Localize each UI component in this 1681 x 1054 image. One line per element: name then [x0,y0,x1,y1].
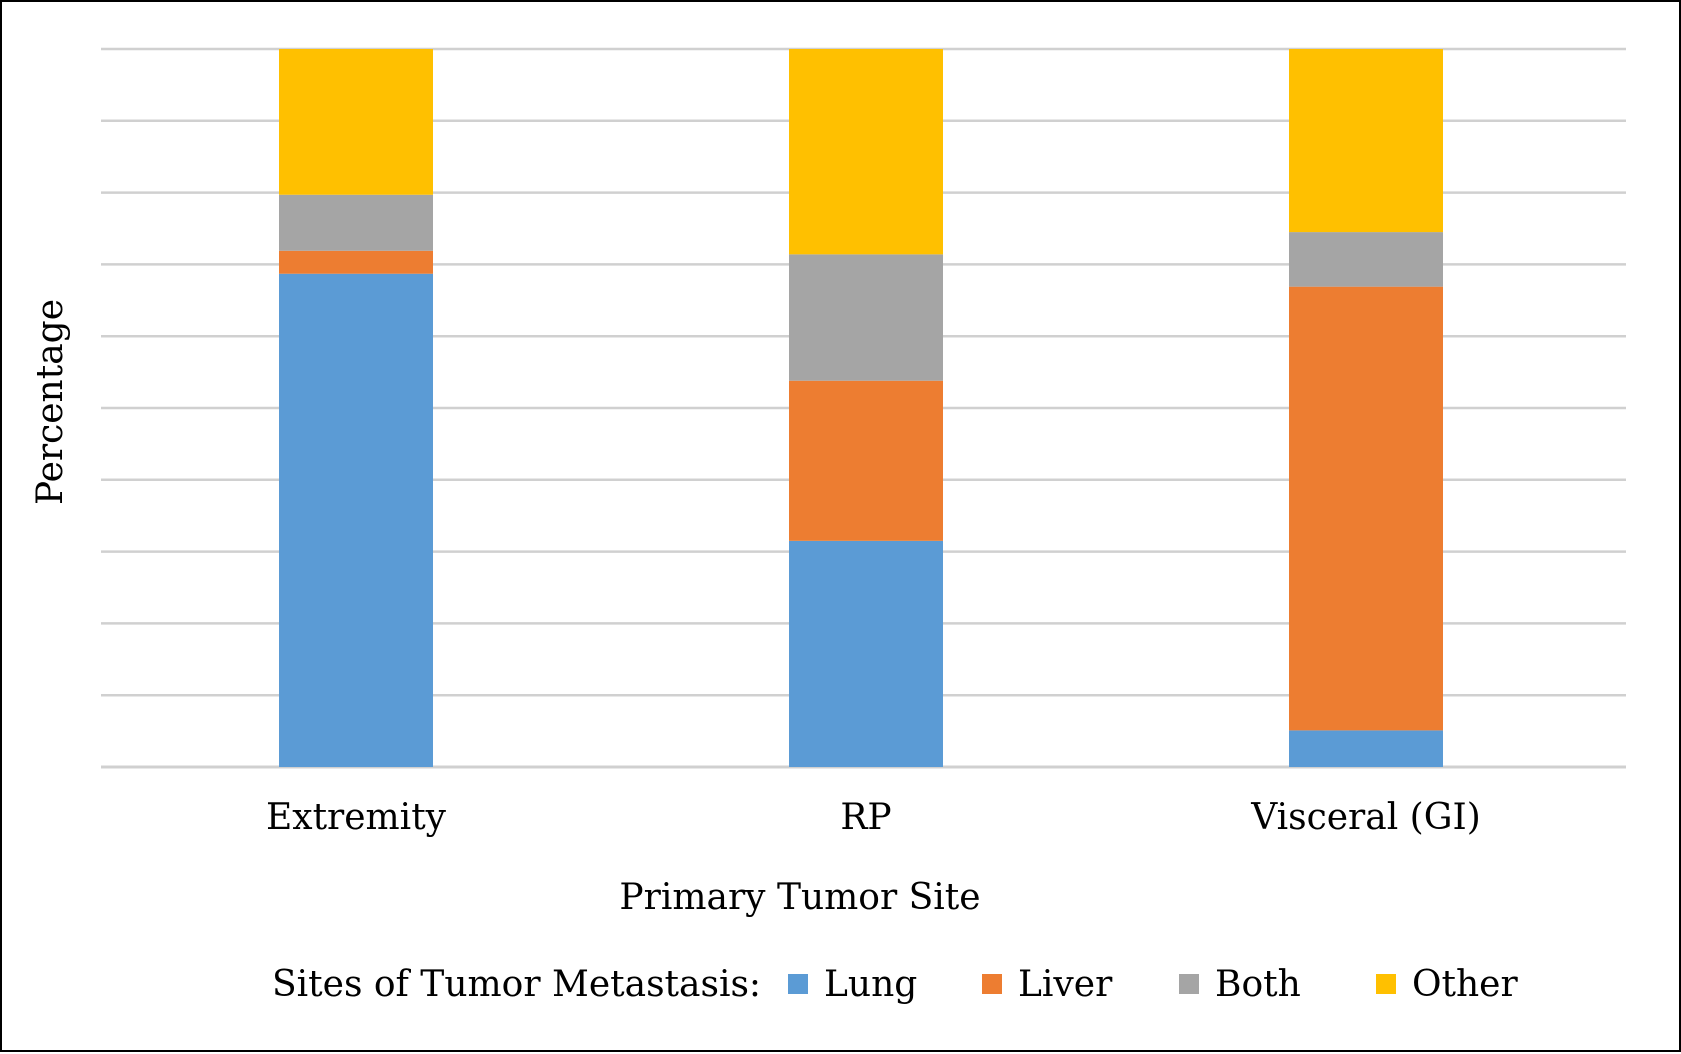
bar-segment-other [1289,49,1443,233]
legend-swatch-both [1179,974,1199,994]
x-tick-labels: Extremity RP Visceral (GI) [266,797,1481,838]
legend-item-liver: Liver [982,964,1113,1005]
legend-label-lung: Lung [824,964,917,1005]
bar-segment-liver [1289,286,1443,731]
bar-stack-extremity [279,49,433,767]
x-axis-title: Primary Tumor Site [619,877,980,918]
bar-segment-lung [1289,730,1443,767]
bar-segment-liver [279,250,433,274]
bar-stack-visceral-gi [1289,49,1443,767]
x-tick-label: Extremity [266,797,447,838]
legend-swatch-lung [788,974,808,994]
legend-item-lung: Lung [788,964,917,1005]
legend: Sites of Tumor Metastasis: Lung Liver Both… [272,964,1518,1005]
legend-items: Lung Liver Both Other [788,964,1518,1005]
bar-segment-both [279,194,433,251]
x-tick-label: RP [840,797,891,838]
legend-label-both: Both [1215,964,1301,1005]
bar-segment-other [789,49,943,255]
legend-swatch-other [1376,974,1396,994]
bar-segment-liver [789,380,943,541]
bar-segment-lung [279,273,433,767]
legend-label-liver: Liver [1018,964,1113,1005]
bar-segment-both [789,254,943,381]
legend-item-both: Both [1179,964,1301,1005]
y-axis-title: Percentage [30,299,71,505]
bar-stack-rp [789,49,943,767]
legend-title: Sites of Tumor Metastasis: [272,964,761,1005]
legend-item-other: Other [1376,964,1518,1005]
bar-segment-other [279,49,433,195]
legend-label-other: Other [1412,964,1518,1005]
bars [279,49,1443,767]
legend-swatch-liver [982,974,1002,994]
bar-segment-lung [789,540,943,767]
x-tick-label: Visceral (GI) [1250,797,1481,838]
bar-segment-both [1289,232,1443,287]
